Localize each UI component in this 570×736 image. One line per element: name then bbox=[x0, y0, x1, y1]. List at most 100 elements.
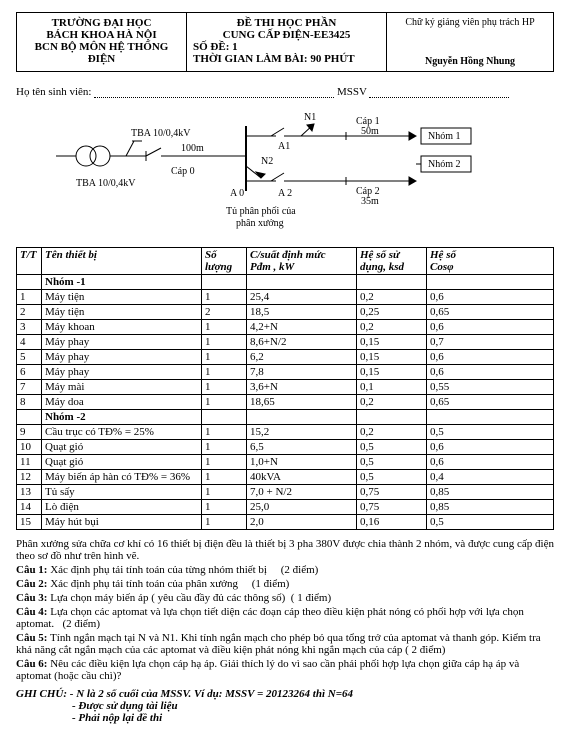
cau5: Câu 5: Tính ngắn mạch tại N và N1. Khi t… bbox=[16, 632, 554, 656]
cell: 4,2+N bbox=[247, 320, 357, 335]
header-school: TRƯỜNG ĐẠI HỌC BÁCH KHOA HÀ NỘI BCN BỘ M… bbox=[17, 13, 187, 71]
header-title: ĐỀ THI HỌC PHẦN CUNG CẤP ĐIỆN-EE3425 SỐ … bbox=[187, 13, 387, 71]
cell: 0,1 bbox=[357, 380, 427, 395]
cell: 0,6 bbox=[427, 365, 554, 380]
cap2-len: 35m bbox=[361, 196, 379, 207]
cell: 10 bbox=[17, 440, 42, 455]
table-row: 10Quạt gió16,50,50,6 bbox=[17, 440, 554, 455]
cell: 0,16 bbox=[357, 515, 427, 530]
cell: 15,2 bbox=[247, 425, 357, 440]
sig-label: Chữ ký giảng viên phụ trách HP bbox=[393, 17, 547, 28]
cell: Máy doa bbox=[42, 395, 202, 410]
name-field bbox=[94, 97, 334, 98]
cau1: Câu 1: Xác định phụ tải tính toán của từ… bbox=[16, 564, 554, 576]
id-field bbox=[369, 97, 509, 98]
cell: Lò điện bbox=[42, 500, 202, 515]
cell: 40kVA bbox=[247, 470, 357, 485]
tba-label: TBA 10/0,4kV bbox=[131, 128, 191, 139]
cell: 1,0+N bbox=[247, 455, 357, 470]
cell: 3 bbox=[17, 320, 42, 335]
title-l1: ĐỀ THI HỌC PHẦN bbox=[193, 17, 380, 29]
equipment-table: T/T Tên thiết bị Số lượng C/suất định mứ… bbox=[16, 247, 554, 530]
caption2: phân xưởng bbox=[236, 218, 284, 229]
circuit-diagram: TBA 10/0,4kV TBA 10/0,4kV 100m Cáp 0 A 0… bbox=[16, 106, 554, 239]
table-row: 2Máy tiện218,50,250,65 bbox=[17, 305, 554, 320]
cell: Tủ sấy bbox=[42, 485, 202, 500]
cell: 0,5 bbox=[427, 515, 554, 530]
note2: - Được sử dụng tài liệu bbox=[72, 700, 554, 712]
cell: Máy hút bụi bbox=[42, 515, 202, 530]
cap1-len: 50m bbox=[361, 126, 379, 137]
nhom2-label: Nhóm 2 bbox=[428, 159, 461, 170]
note1: GHI CHÚ: - N là 2 số cuối của MSSV. Ví d… bbox=[16, 688, 554, 700]
col-power: C/suất định mức Pđm , kW bbox=[247, 248, 357, 275]
sig-name: Nguyễn Hồng Nhung bbox=[393, 56, 547, 67]
cell: 1 bbox=[202, 320, 247, 335]
cell: 1 bbox=[202, 380, 247, 395]
cell: 0,2 bbox=[357, 425, 427, 440]
cell: 0,85 bbox=[427, 485, 554, 500]
cell: 0,75 bbox=[357, 485, 427, 500]
intro-text: Phân xưởng sửa chữa cơ khí có 16 thiết b… bbox=[16, 538, 554, 562]
cell: 7 bbox=[17, 380, 42, 395]
id-label: MSSV bbox=[337, 86, 367, 98]
cell: 0,75 bbox=[357, 500, 427, 515]
cell: 18,5 bbox=[247, 305, 357, 320]
table-row: 15Máy hút bụi12,00,160,5 bbox=[17, 515, 554, 530]
cell: 0,6 bbox=[427, 455, 554, 470]
diagram-svg: TBA 10/0,4kV TBA 10/0,4kV 100m Cáp 0 A 0… bbox=[16, 106, 516, 236]
col-name: Tên thiết bị bbox=[42, 248, 202, 275]
cell: Máy tiện bbox=[42, 290, 202, 305]
a0-label: A 0 bbox=[230, 188, 244, 199]
cell: Máy phay bbox=[42, 365, 202, 380]
code-label: SỐ ĐỀ: 1 bbox=[193, 41, 380, 53]
cell: 0,15 bbox=[357, 350, 427, 365]
cell: 0,65 bbox=[427, 305, 554, 320]
table-row: 9Cầu trục có TĐ% = 25%115,20,20,5 bbox=[17, 425, 554, 440]
cell: 0,4 bbox=[427, 470, 554, 485]
group1-row: Nhóm -1 bbox=[17, 275, 554, 290]
cell: 3,6+N bbox=[247, 380, 357, 395]
cell: 0,2 bbox=[357, 395, 427, 410]
cell: 0,15 bbox=[357, 365, 427, 380]
cell: Máy biến áp hàn có TĐ% = 36% bbox=[42, 470, 202, 485]
cell: 9 bbox=[17, 425, 42, 440]
time-label: THỜI GIAN LÀM BÀI: 90 PHÚT bbox=[193, 53, 380, 65]
table-row: 6Máy phay17,80,150,6 bbox=[17, 365, 554, 380]
cell: Quạt gió bbox=[42, 440, 202, 455]
cell: 0,6 bbox=[427, 290, 554, 305]
cell: 1 bbox=[202, 365, 247, 380]
cell: 0,5 bbox=[357, 440, 427, 455]
table-header-row: T/T Tên thiết bị Số lượng C/suất định mứ… bbox=[17, 248, 554, 275]
col-ksd: Hệ số sử dụng, ksd bbox=[357, 248, 427, 275]
cell: Máy phay bbox=[42, 350, 202, 365]
n1-label: N1 bbox=[304, 112, 316, 123]
group2-row: Nhóm -2 bbox=[17, 410, 554, 425]
cell: 1 bbox=[202, 290, 247, 305]
cell: 12 bbox=[17, 470, 42, 485]
header-sig: Chữ ký giảng viên phụ trách HP Nguyễn Hồ… bbox=[387, 13, 553, 71]
cell: 0,55 bbox=[427, 380, 554, 395]
cell: 0,2 bbox=[357, 320, 427, 335]
cell: 6 bbox=[17, 365, 42, 380]
cell: 7,0 + N/2 bbox=[247, 485, 357, 500]
cell: 15 bbox=[17, 515, 42, 530]
cell: 0,6 bbox=[427, 440, 554, 455]
note3: - Phải nộp lại đề thi bbox=[72, 712, 554, 724]
cell: 0,5 bbox=[427, 425, 554, 440]
title-l2: CUNG CẤP ĐIỆN-EE3425 bbox=[193, 29, 380, 41]
school-l3: BCN BỘ MÔN HỆ THỐNG ĐIỆN bbox=[23, 41, 180, 65]
cau6: Câu 6: Nêu các điều kiện lựa chọn cáp hạ… bbox=[16, 658, 554, 682]
name-label: Họ tên sinh viên: bbox=[16, 86, 91, 98]
a2-label: A 2 bbox=[278, 188, 292, 199]
cell: 11 bbox=[17, 455, 42, 470]
table-row: 11Quạt gió11,0+N0,50,6 bbox=[17, 455, 554, 470]
caption1: Tủ phân phối của bbox=[226, 206, 296, 217]
cell: Máy tiện bbox=[42, 305, 202, 320]
cell: 0,25 bbox=[357, 305, 427, 320]
cap0-label: Cáp 0 bbox=[171, 166, 195, 177]
cell: 1 bbox=[202, 485, 247, 500]
cell: 13 bbox=[17, 485, 42, 500]
table-row: 14Lò điện125,00,750,85 bbox=[17, 500, 554, 515]
cell: 0,5 bbox=[357, 455, 427, 470]
